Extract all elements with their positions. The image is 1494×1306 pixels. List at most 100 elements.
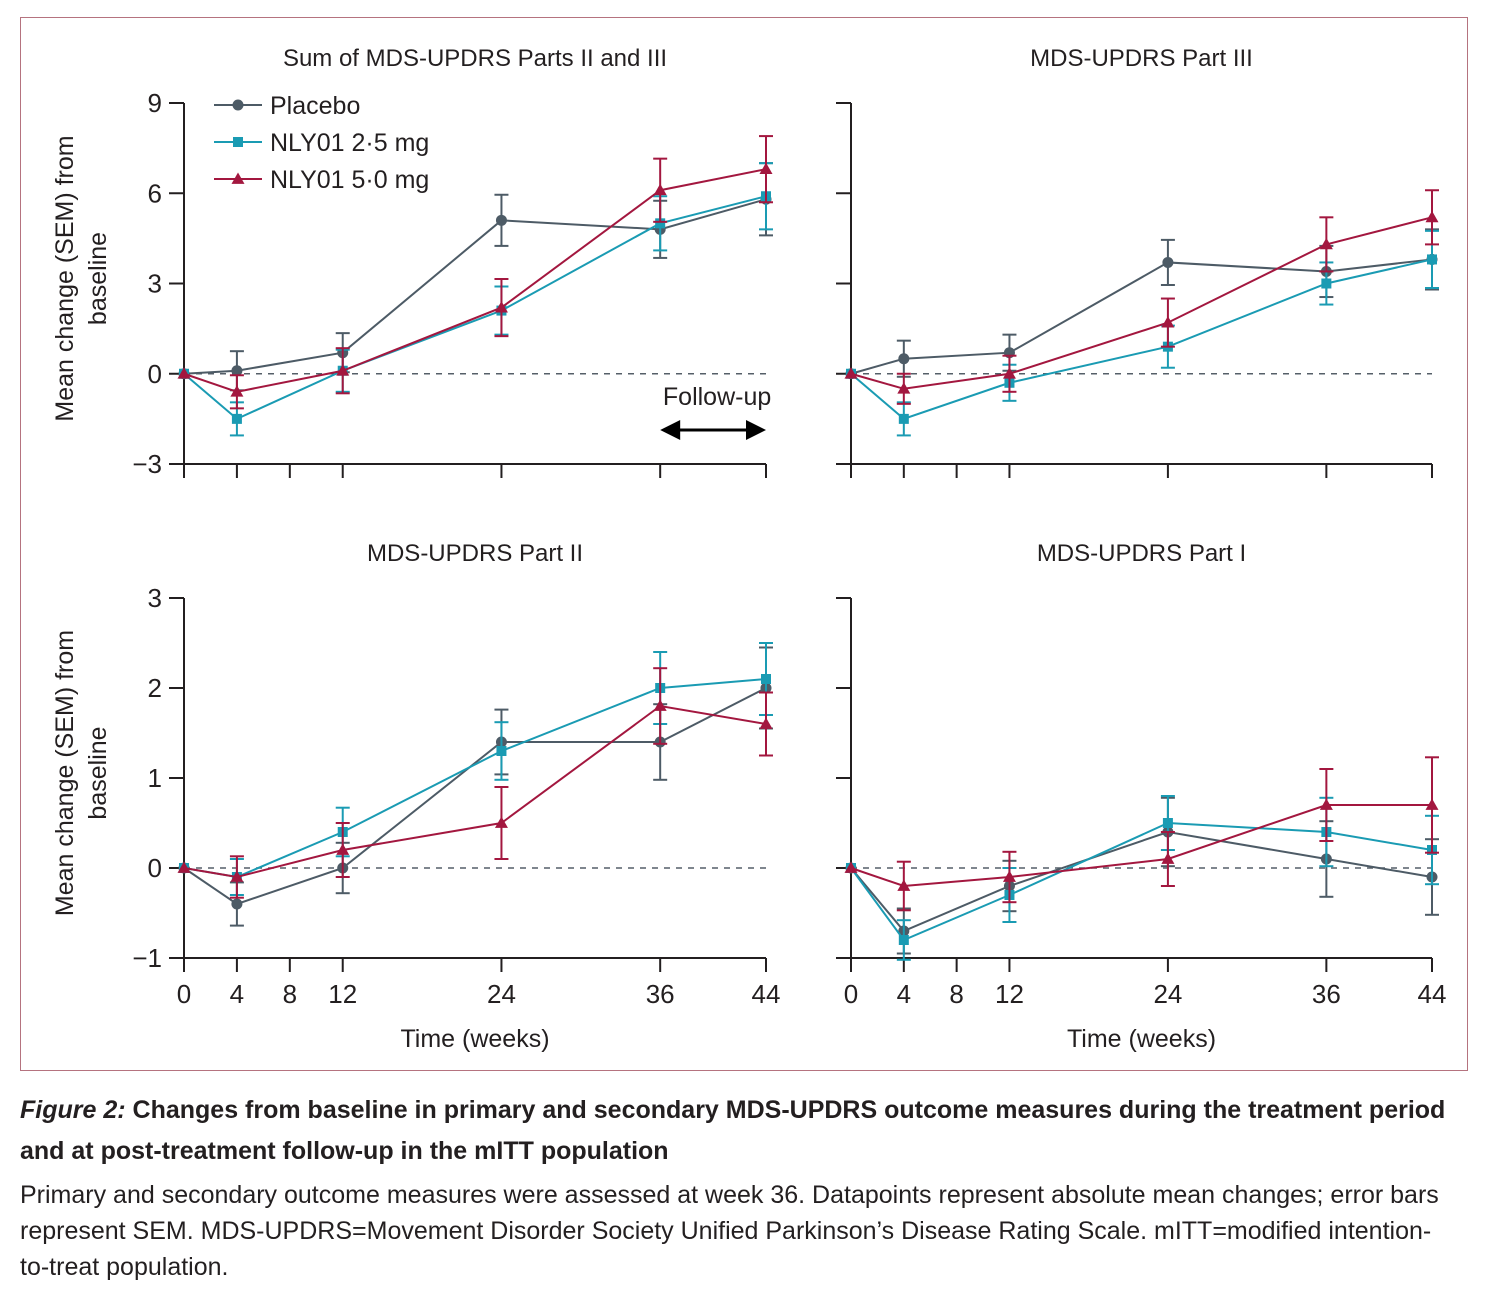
- data-point: [844, 367, 858, 379]
- x-axis-label: Time (weeks): [1067, 1025, 1216, 1053]
- data-point: [1427, 254, 1437, 265]
- series-placebo: [845, 796, 1439, 955]
- follow-up-arrow-left: [660, 420, 681, 440]
- legend-label: NLY01 5·0 mg: [270, 166, 429, 194]
- data-point: [1425, 210, 1439, 223]
- series-nly01-2-5-mg: [179, 642, 773, 896]
- series-line: [183, 687, 767, 906]
- series-line: [850, 821, 1433, 942]
- series-line: [183, 195, 767, 421]
- follow-up-annotation: Follow-up: [660, 383, 771, 440]
- y-tick-label: −1: [132, 943, 162, 973]
- series-nly01-5-0-mg: [177, 135, 773, 410]
- data-point: [898, 413, 909, 424]
- series-line: [183, 198, 767, 375]
- data-point: [1425, 798, 1439, 810]
- x-tick-label: 36: [1312, 979, 1341, 1009]
- series-line: [850, 258, 1433, 375]
- caption-body: Primary and secondary outcome measures w…: [20, 1181, 1439, 1281]
- legend-marker: [232, 99, 244, 111]
- chart-title: MDS-UPDRS Part II: [367, 540, 583, 567]
- y-axis-label: Mean change (SEM) from baseline: [51, 630, 112, 916]
- x-tick-label: 36: [646, 979, 675, 1009]
- series-nly01-5-0-mg: [844, 189, 1439, 405]
- data-point: [494, 816, 508, 828]
- data-point: [494, 301, 508, 313]
- y-tick-label: 3: [148, 583, 162, 613]
- x-tick-label: 8: [283, 979, 297, 1009]
- data-point: [898, 353, 910, 365]
- series-line: [850, 258, 1433, 421]
- series-line: [850, 804, 1432, 888]
- charts-canvas: Sum of MDS-UPDRS Parts II and III−30369M…: [51, 45, 1446, 1053]
- series-line: [183, 704, 767, 879]
- legend-marker: [233, 137, 243, 147]
- data-point: [177, 367, 191, 379]
- data-point: [1002, 870, 1016, 882]
- series-line: [850, 216, 1433, 390]
- y-tick-label: 0: [148, 853, 162, 883]
- series-placebo: [845, 228, 1439, 380]
- y-tick-label: 9: [148, 88, 162, 118]
- data-point: [1162, 818, 1173, 828]
- follow-up-arrow-right: [746, 420, 766, 440]
- data-point: [1319, 237, 1333, 250]
- data-point: [1321, 278, 1332, 289]
- y-tick-label: 0: [148, 359, 162, 389]
- x-tick-label: 0: [177, 979, 191, 1009]
- y-tick-label: 3: [148, 269, 162, 299]
- x-tick-label: 24: [487, 979, 516, 1009]
- data-point: [653, 183, 667, 196]
- x-tick-label: 44: [752, 979, 781, 1009]
- series-nly01-5-0-mg: [177, 667, 773, 899]
- x-tick-label: 24: [1153, 979, 1182, 1009]
- data-point: [761, 674, 771, 684]
- x-axis-label: Time (weeks): [400, 1025, 549, 1053]
- chart-title: MDS-UPDRS Part III: [1030, 45, 1253, 72]
- y-tick-label: 6: [148, 178, 162, 208]
- chart-title: MDS-UPDRS Part I: [1037, 540, 1246, 567]
- data-point: [231, 365, 243, 377]
- chart-title: Sum of MDS-UPDRS Parts II and III: [283, 45, 667, 72]
- y-tick-label: 2: [148, 673, 162, 703]
- data-point: [655, 218, 666, 229]
- data-point: [230, 870, 244, 882]
- data-point: [1002, 367, 1016, 379]
- data-point: [897, 382, 911, 394]
- chart-panel-4: MDS-UPDRS Part I 0 4 8 12 24 36 44 Time (weeks): [836, 540, 1446, 1053]
- series-line: [183, 168, 767, 393]
- y-axis-label-line: Mean change (SEM) from: [51, 630, 79, 916]
- chart-panel-2: MDS-UPDRS Part III: [836, 45, 1439, 478]
- y-tick-label: 1: [148, 763, 162, 793]
- data-point: [231, 413, 242, 424]
- data-point: [1319, 798, 1333, 810]
- data-point: [844, 861, 858, 873]
- figure-label: Figure 2:: [20, 1096, 126, 1124]
- y-axis-label: Mean change (SEM) from baseline: [51, 135, 112, 421]
- y-tick-label: −3: [132, 449, 162, 479]
- legend-marker: [231, 172, 245, 184]
- series-nly01-2-5-mg: [846, 229, 1439, 437]
- data-point: [1161, 316, 1175, 328]
- series-nly01-2-5-mg: [846, 795, 1439, 961]
- x-tick-label: 12: [328, 979, 357, 1009]
- y-axis-label-line: Mean change (SEM) from: [51, 135, 79, 421]
- figure-title: Changes from baseline in primary and sec…: [20, 1096, 1446, 1165]
- data-point: [336, 843, 350, 855]
- data-point: [759, 717, 773, 729]
- data-point: [496, 746, 507, 756]
- x-tick-label: 12: [995, 979, 1024, 1009]
- y-axis-label-line: baseline: [84, 726, 112, 819]
- data-point: [1161, 852, 1175, 864]
- data-point: [231, 898, 243, 910]
- data-point: [177, 861, 191, 873]
- series-line: [850, 830, 1433, 933]
- x-tick-label: 4: [897, 979, 911, 1009]
- series-nly01-5-0-mg: [844, 756, 1439, 912]
- data-point: [653, 699, 667, 711]
- series-placebo: [178, 646, 773, 927]
- caption-title: Figure 2: Changes from baseline in prima…: [20, 1090, 1460, 1171]
- data-point: [495, 214, 507, 226]
- y-axis-label-line: baseline: [84, 232, 112, 325]
